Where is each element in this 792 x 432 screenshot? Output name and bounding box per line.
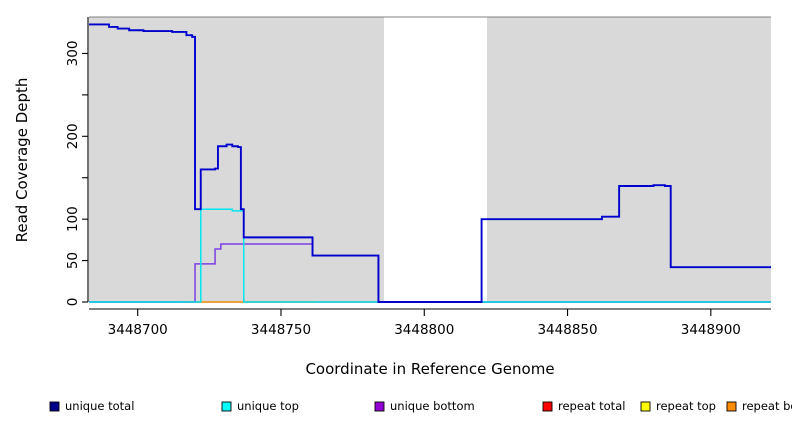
chart-legend: unique total unique top unique bottom repea… xyxy=(49,399,792,413)
legend-label: unique total xyxy=(65,399,134,413)
x-axis-ticks xyxy=(137,309,712,316)
x-tick-label: 3448850 xyxy=(537,322,597,338)
x-axis-title: Coordinate in Reference Genome xyxy=(305,360,554,378)
x-axis: 3448700 3448750 3448800 3448850 3448900 Coor… xyxy=(89,308,771,378)
legend-swatch-icon xyxy=(221,401,232,412)
y-axis-tick-labels: 0 50 100 200 300 xyxy=(65,41,81,307)
x-tick-label: 3448750 xyxy=(251,322,311,338)
legend-label: unique bottom xyxy=(390,399,475,413)
legend-label: repeat total xyxy=(558,399,625,413)
x-tick-label: 3448800 xyxy=(394,322,454,338)
y-axis-ticks xyxy=(82,52,88,303)
y-tick-label: 200 xyxy=(65,123,81,149)
legend-item-repeat-bottom[interactable]: repeat bottom xyxy=(726,399,792,413)
x-axis-tick-labels: 3448700 3448750 3448800 3448850 3448900 xyxy=(108,322,741,338)
legend-item-repeat-total[interactable]: repeat total xyxy=(542,399,625,413)
legend-label: unique top xyxy=(237,399,299,413)
legend-label: repeat bottom xyxy=(742,399,792,413)
y-tick-label: 100 xyxy=(65,206,81,232)
legend-label: repeat top xyxy=(656,399,716,413)
y-tick-label: 50 xyxy=(65,252,81,269)
legend-item-unique-top[interactable]: unique top xyxy=(221,399,299,413)
x-tick-label: 3448700 xyxy=(108,322,168,338)
x-tick-label: 3448900 xyxy=(681,322,741,338)
y-tick-label: 0 xyxy=(65,298,81,307)
legend-swatch-icon xyxy=(726,401,737,412)
legend-swatch-icon xyxy=(640,401,651,412)
series-line-unique-top xyxy=(89,208,771,303)
legend-swatch-icon xyxy=(49,401,60,412)
legend-item-unique-total[interactable]: unique total xyxy=(49,399,134,413)
y-axis: 0 50 100 200 300 Read Coverage Depth xyxy=(13,17,89,307)
legend-swatch-icon xyxy=(542,401,553,412)
no-data-gap-band xyxy=(384,16,487,303)
y-tick-label: 300 xyxy=(65,41,81,67)
legend-swatch-icon xyxy=(374,401,385,412)
legend-item-repeat-top[interactable]: repeat top xyxy=(640,399,716,413)
legend-item-unique-bottom[interactable]: unique bottom xyxy=(374,399,475,413)
series-line-unique-total xyxy=(89,23,771,303)
y-axis-title: Read Coverage Depth xyxy=(13,78,31,243)
series-layer xyxy=(89,23,771,303)
